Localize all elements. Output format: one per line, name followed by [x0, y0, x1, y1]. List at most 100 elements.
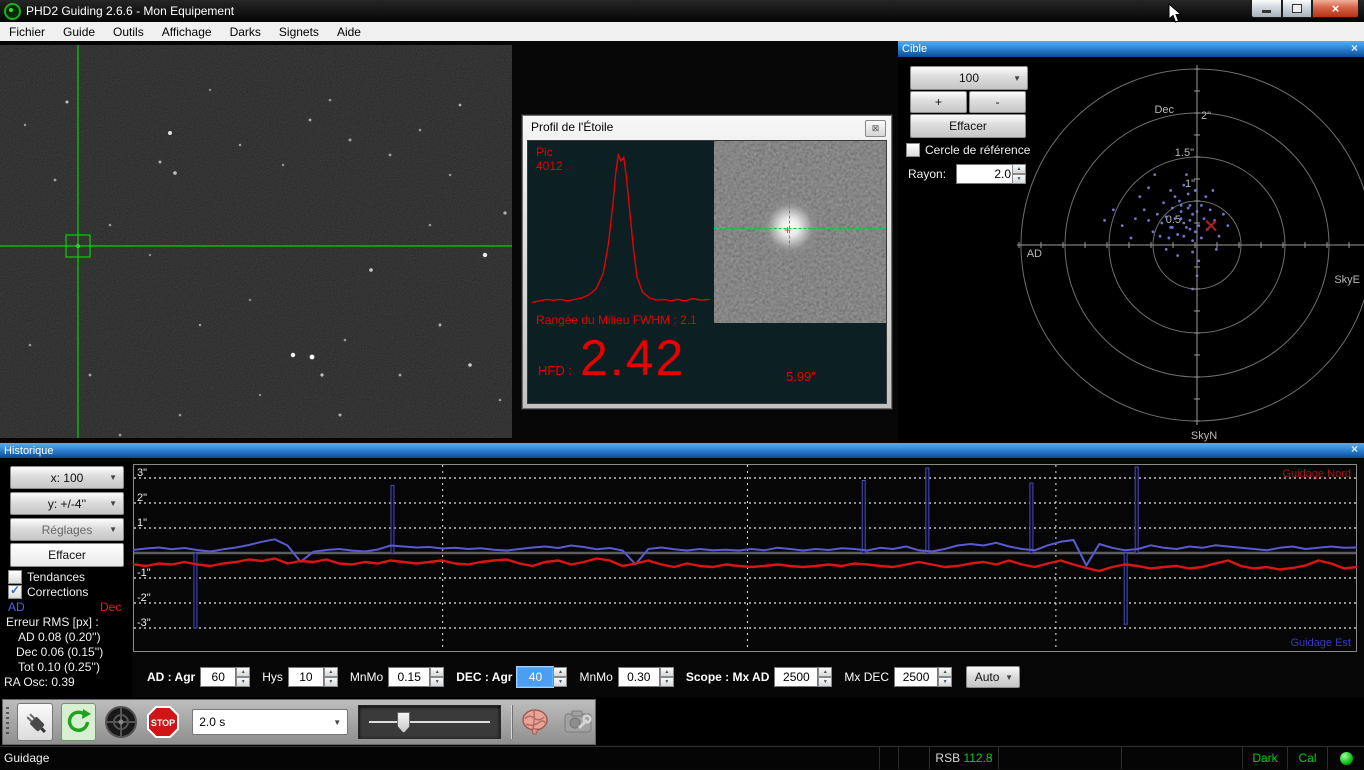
minimize-button[interactable] [1251, 0, 1282, 18]
menu-guide[interactable]: Guide [63, 24, 96, 39]
menu-fichier[interactable]: Fichier [9, 24, 46, 39]
status-bar: Guidage RSB 112.8 Dark Cal [0, 746, 1364, 769]
dec-series-label[interactable]: Dec [100, 600, 122, 614]
mxdec-label: Mx DEC [844, 670, 890, 684]
hys-stepper[interactable]: ▲ ▼ [323, 667, 338, 687]
radius-stepper[interactable]: ▲ ▼ [1012, 164, 1026, 184]
connect-equipment-button[interactable] [16, 703, 53, 741]
trend-checkbox[interactable]: Tendances [8, 570, 85, 584]
zoom-in-button[interactable]: + [910, 91, 967, 113]
hys-input[interactable]: 10 [287, 667, 324, 687]
ra-aggr-input[interactable]: 60 [200, 667, 237, 687]
history-settings-dropdown[interactable]: Réglages ▼ [10, 518, 124, 541]
mxad-stepper[interactable]: ▲ ▼ [818, 667, 833, 687]
svg-text:SkyE: SkyE [1334, 274, 1360, 286]
dec-aggr-label: DEC : Agr [456, 670, 513, 684]
ra-aggr-stepper[interactable]: ▲ ▼ [236, 667, 251, 687]
rms-dec: Dec 0.06 (0.15'') [16, 645, 104, 659]
rms-title: Erreur RMS [px] : [6, 615, 99, 629]
target-pane-titlebar[interactable]: Cible × [898, 41, 1364, 57]
dec-aggr-stepper[interactable]: ▲ ▼ [553, 667, 568, 687]
target-zoom-dropdown[interactable]: 100 ▼ [910, 66, 1028, 90]
chevron-down-icon: ▼ [1005, 672, 1014, 682]
peak-readout: Pic 4012 [536, 145, 563, 173]
mxdec-input[interactable]: 2500 [894, 667, 939, 687]
guide-target-icon [105, 706, 138, 738]
exposure-dropdown[interactable]: 2.0 s ▼ [192, 709, 349, 735]
rms-ra: AD 0.08 (0.20'') [18, 630, 101, 644]
menu-signets[interactable]: Signets [278, 24, 319, 39]
history-close-icon[interactable]: × [1350, 442, 1358, 456]
history-graph: 3" 2" 1" -1" -2" -3" Guidage Nord Guidage Est [132, 464, 1358, 655]
advanced-settings-button[interactable] [520, 704, 554, 740]
spin-up-icon: ▲ [1012, 164, 1026, 174]
toolbar-grip[interactable] [6, 707, 9, 737]
usb-plug-icon [26, 713, 46, 733]
camera-settings-button[interactable] [561, 704, 595, 740]
star-blob [760, 199, 820, 255]
svg-text:-3": -3" [137, 617, 151, 629]
profile-curve [531, 152, 711, 304]
checkbox-box[interactable]: ✓ [8, 583, 22, 599]
close-button[interactable]: × [1312, 0, 1359, 18]
stretch-slider[interactable] [358, 705, 501, 739]
menu-affichage[interactable]: Affichage [161, 24, 212, 39]
svg-text:2": 2" [137, 492, 147, 504]
mxad-input[interactable]: 2500 [774, 667, 819, 687]
check-icon: ✓ [10, 583, 21, 597]
ra-mnmo-stepper[interactable]: ▲ ▼ [430, 667, 445, 687]
scope-mxad-label: Scope : Mx AD [685, 670, 770, 684]
reference-circle-checkbox[interactable]: Cercle de référence [906, 143, 1030, 157]
auto-select-star-button[interactable] [104, 704, 138, 740]
svg-text:3": 3" [137, 467, 147, 479]
menu-aide[interactable]: Aide [336, 24, 361, 39]
mxdec-stepper[interactable]: ▲ ▼ [938, 667, 953, 687]
dec-mnmo-stepper[interactable]: ▲ ▼ [659, 667, 674, 687]
menu-outils[interactable]: Outils [113, 24, 144, 39]
zoom-out-button[interactable]: - [969, 91, 1026, 113]
stop-button[interactable]: STOP [146, 704, 180, 740]
corrections-checkbox[interactable]: ✓ Corrections [8, 583, 89, 599]
checkbox-box[interactable] [8, 570, 22, 584]
ra-aggr-label: AD : Agr [147, 670, 196, 684]
chevron-down-icon: ▼ [333, 717, 342, 727]
brain-icon [522, 709, 549, 735]
checkbox-box[interactable] [906, 143, 920, 157]
star-profile-titlebar[interactable]: Profil de l'Étoile [523, 116, 891, 138]
status-empty-2 [898, 747, 929, 769]
status-cal: Cal [1287, 747, 1327, 769]
ra-series-label[interactable]: AD [8, 600, 25, 614]
history-clear-button[interactable]: Effacer [10, 543, 124, 567]
dec-mode-dropdown[interactable]: Auto ▼ [966, 666, 1021, 688]
svg-text:2": 2" [1201, 110, 1211, 122]
restore-button[interactable] [1282, 0, 1312, 18]
ra-mnmo-input[interactable]: 0.15 [388, 667, 431, 687]
svg-text:Dec: Dec [1154, 104, 1174, 116]
hfd-value: 2.42 [580, 330, 686, 386]
dec-aggr-input[interactable]: 40 [516, 666, 555, 688]
hfd-arcsec: 5.99" [786, 369, 816, 384]
slider-thumb[interactable] [397, 712, 411, 733]
svg-text:1": 1" [137, 517, 147, 529]
target-clear-button[interactable]: Effacer [910, 114, 1026, 138]
guide-camera-image[interactable] [0, 45, 512, 438]
menu-darks[interactable]: Darks [229, 24, 261, 39]
star-profile-close-icon[interactable]: ⊠ [865, 120, 886, 137]
status-snr: RSB 112.8 [929, 747, 998, 769]
history-pane-titlebar[interactable]: Historique × [0, 442, 1364, 458]
lock-position-marker [1205, 219, 1217, 232]
ra-mnmo-label: MnMo [349, 670, 384, 684]
star-profile-title: Profil de l'Étoile [531, 120, 614, 134]
status-empty-1 [879, 747, 898, 769]
app-icon [4, 2, 21, 20]
history-sidebar: x: 100 ▼ y: +/-4'' ▼ Réglages ▼ Effacer … [0, 458, 132, 698]
history-yscale-dropdown[interactable]: y: +/-4'' ▼ [10, 492, 124, 515]
hys-label: Hys [262, 670, 283, 684]
target-pane: Cible × 100 ▼ + - Effacer Cercle de réfé… [898, 41, 1364, 443]
history-xscale-dropdown[interactable]: x: 100 ▼ [10, 466, 124, 489]
loop-exposures-button[interactable] [60, 703, 97, 741]
title-bar: PHD2 Guiding 2.6.6 - Mon Equipement × [0, 0, 1364, 23]
dec-mnmo-input[interactable]: 0.30 [617, 667, 660, 687]
target-close-icon[interactable]: × [1350, 41, 1358, 55]
